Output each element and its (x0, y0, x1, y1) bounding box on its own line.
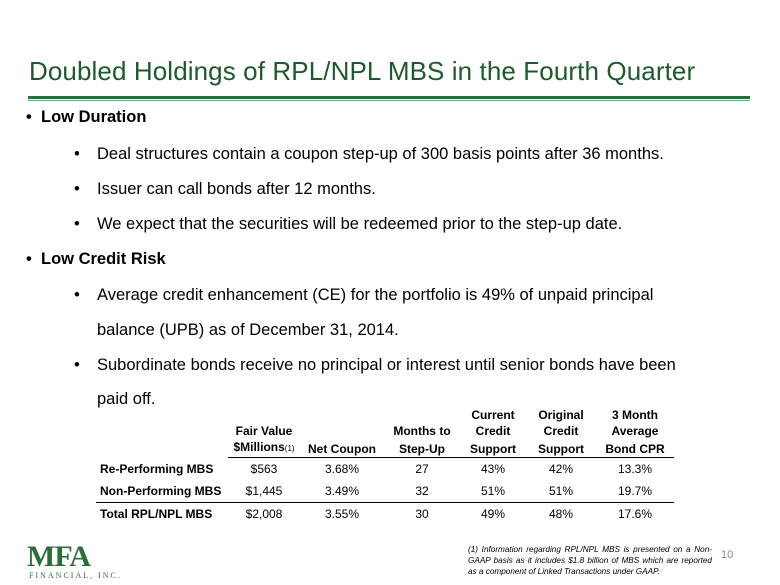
slide-title: Doubled Holdings of RPL/NPL MBS in the F… (29, 56, 696, 86)
title-rule-thin (28, 100, 750, 101)
company-logo: MFA FINANCIAL, INC. (27, 540, 120, 582)
col-header-cpr: Average (611, 424, 659, 438)
bullet-item-continuation: paid off. (97, 390, 156, 408)
col-header-months-to-step-up: Months to (393, 424, 451, 438)
rpl-npl-table: Current Original 3 Month Fair Value Mont… (96, 407, 674, 525)
col-header-fair-value: Fair Value (235, 424, 293, 438)
title-rule (28, 96, 750, 99)
bullet-item: We expect that the securities will be re… (74, 215, 622, 234)
col-header-months-to-step-up: Step-Up (384, 439, 460, 458)
footnote: (1) Information regarding RPL/NPL MBS is… (468, 545, 712, 576)
logo-subtitle: FINANCIAL, INC. (29, 571, 122, 580)
logo-mark: MFA (27, 540, 91, 573)
bullet-heading-low-credit-risk: Low Credit Risk (26, 250, 166, 269)
col-header-original-credit-support: Support (526, 439, 596, 458)
bullet-item: Deal structures contain a coupon step-up… (74, 145, 664, 164)
table-row-total: Total RPL/NPL MBS $2,008 3.55% 30 49% 48… (96, 502, 674, 525)
col-header-current-credit-support: Credit (475, 424, 511, 438)
bullet-item: Subordinate bonds receive no principal o… (74, 356, 676, 375)
col-header-original-credit-support: Credit (543, 424, 579, 438)
bullet-heading-low-duration: Low Duration (26, 108, 146, 127)
bullet-item-continuation: balance (UPB) as of December 31, 2014. (97, 321, 399, 339)
table-row: Re-Performing MBS $563 3.68% 27 43% 42% … (100, 461, 653, 476)
col-header-net-coupon: Net Coupon (300, 439, 384, 458)
page-number: 10 (721, 549, 734, 561)
col-header-original-credit-support: Original (538, 408, 584, 422)
bullet-item: Issuer can call bonds after 12 months. (74, 180, 376, 199)
col-header-current-credit-support: Support (460, 439, 526, 458)
bullet-item: Average credit enhancement (CE) for the … (74, 286, 653, 305)
table-row: Non-Performing MBS $1,445 3.49% 32 51% 5… (100, 484, 653, 498)
col-header-cpr: Bond CPR (596, 439, 674, 458)
col-header-fair-value: $Millions(1) (228, 439, 300, 458)
col-header-cpr: 3 Month (612, 408, 658, 422)
col-header-current-credit-support: Current (471, 408, 515, 422)
